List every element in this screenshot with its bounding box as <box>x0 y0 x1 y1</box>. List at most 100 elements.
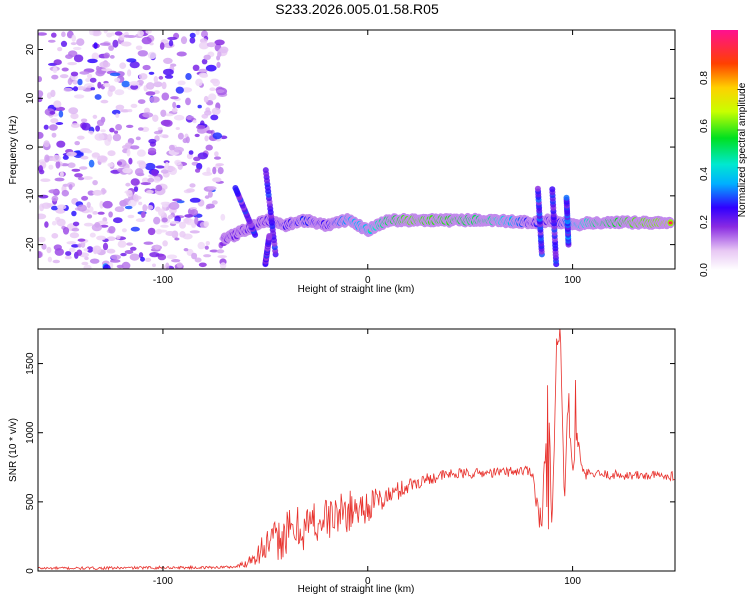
noise-blob <box>124 250 134 254</box>
noise-blob <box>115 124 122 131</box>
noise-blob <box>73 86 78 92</box>
noise-blob <box>73 54 84 63</box>
noise-blob <box>157 253 167 261</box>
noise-blob <box>77 177 85 181</box>
noise-blob <box>124 205 133 210</box>
noise-blob <box>53 59 62 66</box>
noise-blob <box>149 252 160 258</box>
noise-blob <box>100 224 109 228</box>
noise-blob <box>96 119 105 127</box>
noise-blob <box>82 176 93 180</box>
noise-blob <box>151 169 159 177</box>
noise-blob <box>212 177 222 183</box>
noise-blob <box>145 91 156 96</box>
noise-blob <box>168 144 175 151</box>
noise-blob <box>212 132 222 140</box>
noise-blob <box>160 109 167 118</box>
noise-blob <box>85 149 93 154</box>
noise-blob <box>51 195 59 202</box>
noise-blob <box>217 255 227 259</box>
noise-blob <box>189 37 196 44</box>
colorbar-tick-label: 0.6 <box>699 119 710 133</box>
y-tick-label: -10 <box>25 188 36 203</box>
noise-blob <box>38 251 42 258</box>
noise-blob <box>84 256 89 261</box>
noise-blob <box>43 124 49 130</box>
spur-blob <box>262 167 269 174</box>
noise-blob <box>153 176 161 183</box>
noise-blob <box>46 246 52 254</box>
noise-blob <box>138 73 148 80</box>
noise-blob <box>212 78 221 87</box>
noise-blob <box>74 173 83 178</box>
noise-blob <box>108 226 116 234</box>
noise-blob <box>112 133 122 142</box>
noise-blob <box>189 183 196 188</box>
noise-blob <box>121 261 131 269</box>
noise-blob <box>92 180 98 186</box>
noise-blob <box>161 217 168 223</box>
noise-blob <box>86 201 91 208</box>
noise-blob <box>83 264 92 269</box>
noise-blob <box>158 229 168 233</box>
noise-blob <box>92 189 103 196</box>
noise-blob <box>92 211 98 215</box>
noise-blob <box>166 254 178 260</box>
colorbar-tick-label: 0.4 <box>699 167 710 181</box>
noise-blob <box>115 113 120 118</box>
noise-blob <box>50 118 59 124</box>
noise-blob <box>185 136 190 144</box>
noise-blob <box>41 202 52 209</box>
noise-blob <box>58 110 64 118</box>
noise-blob <box>112 39 119 48</box>
noise-blob <box>62 155 69 160</box>
noise-blob <box>135 136 141 141</box>
noise-blob <box>215 163 224 167</box>
noise-blob <box>81 195 89 201</box>
noise-blob <box>163 119 173 127</box>
noise-blob <box>155 165 165 169</box>
noise-blob <box>88 159 95 168</box>
noise-blob <box>181 87 193 93</box>
noise-blob <box>110 254 121 260</box>
snr-series <box>38 329 675 571</box>
noise-blob <box>113 130 119 134</box>
noise-blob <box>49 111 56 115</box>
noise-blob <box>60 40 68 48</box>
noise-blob <box>154 244 160 250</box>
noise-blob <box>158 75 164 80</box>
noise-blob <box>162 240 168 247</box>
spectrogram-frame <box>37 29 676 270</box>
noise-blob <box>113 217 123 224</box>
noise-blob <box>126 189 133 198</box>
noise-blob <box>83 248 89 252</box>
noise-blob <box>92 245 102 254</box>
noise-blob <box>138 252 144 259</box>
noise-blob <box>208 93 217 101</box>
noise-blob <box>210 114 219 121</box>
colorbar-tick-label: 0.8 <box>699 71 710 85</box>
noise-blob <box>95 125 100 132</box>
noise-blob <box>165 262 170 269</box>
noise-blob <box>94 94 102 100</box>
noise-blob <box>100 99 109 104</box>
noise-blob <box>202 171 213 176</box>
noise-blob <box>109 72 121 77</box>
noise-blob <box>101 68 112 72</box>
noise-blob <box>70 42 77 46</box>
noise-blob <box>77 204 87 212</box>
snr-y-ticks: 0 500 1000 1500 <box>25 352 675 574</box>
snr-x-axis-label: Height of straight line (km) <box>298 584 415 595</box>
noise-blob <box>173 114 185 121</box>
snr-series-line <box>38 329 675 571</box>
noise-blob <box>194 133 200 138</box>
noise-blob <box>77 78 83 86</box>
noise-blob <box>192 64 200 72</box>
noise-blob <box>214 39 225 46</box>
noise-blob <box>108 45 114 51</box>
noise-blob <box>153 216 161 225</box>
noise-blob <box>47 256 53 263</box>
noise-blob <box>214 151 219 157</box>
noise-blob <box>50 89 56 98</box>
